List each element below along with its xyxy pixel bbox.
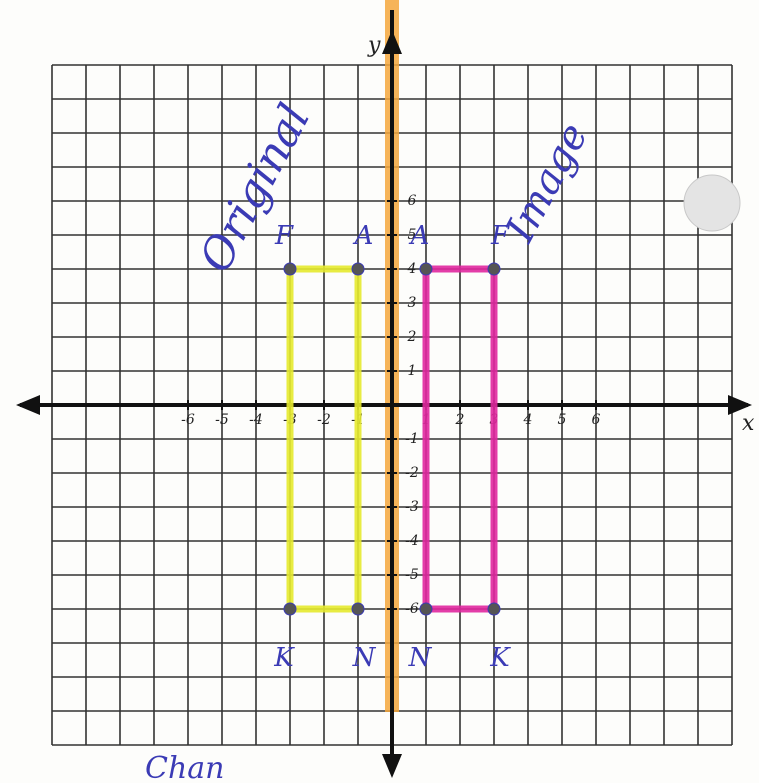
y-tick-label: -4 <box>405 533 419 549</box>
x-tick-label: -6 <box>181 412 195 428</box>
x-tick-label: -5 <box>215 412 229 428</box>
vertex <box>352 603 364 615</box>
y-tick-label: -3 <box>405 499 419 515</box>
vertex <box>488 603 500 615</box>
vertex <box>284 263 296 275</box>
vertex <box>352 263 364 275</box>
punch-hole <box>684 175 740 231</box>
page: x y Original Image Chan -6-5-4-3-2-11234… <box>0 0 759 783</box>
vertex-label: K <box>273 643 295 673</box>
note: Chan <box>145 751 224 783</box>
y-tick-label: 1 <box>408 363 417 379</box>
x-tick-label: -4 <box>249 412 263 428</box>
vertex-label: N <box>408 643 433 673</box>
y-tick-label: -2 <box>405 465 419 481</box>
y-tick-label: 3 <box>408 295 417 311</box>
x-axis-label: x <box>742 411 755 436</box>
vertex <box>488 263 500 275</box>
vertex <box>420 603 432 615</box>
y-axis-label: y <box>367 33 381 58</box>
vertex-label: F <box>274 221 294 251</box>
vertex <box>284 603 296 615</box>
x-tick-label: 4 <box>523 412 533 428</box>
x-tick-label: 5 <box>558 412 567 428</box>
x-tick-label: 2 <box>455 412 465 428</box>
x-tick-label: -2 <box>317 412 331 428</box>
vertex-label: N <box>352 643 377 673</box>
y-tick-label: 4 <box>407 261 417 277</box>
x-tick-label: 6 <box>592 412 601 428</box>
vertex-label: A <box>409 221 430 251</box>
y-tick-label: 2 <box>407 329 417 345</box>
vertex <box>420 263 432 275</box>
vertex-label: K <box>489 643 511 673</box>
worksheet: x y Original Image Chan -6-5-4-3-2-11234… <box>0 0 759 783</box>
vertex-label: A <box>353 221 374 251</box>
paper <box>0 0 759 783</box>
y-tick-label: 6 <box>408 193 417 209</box>
y-tick-label: -1 <box>405 431 419 447</box>
vertex-label: F <box>490 221 510 251</box>
y-tick-label: -6 <box>405 601 419 617</box>
y-tick-label: -5 <box>405 567 419 583</box>
